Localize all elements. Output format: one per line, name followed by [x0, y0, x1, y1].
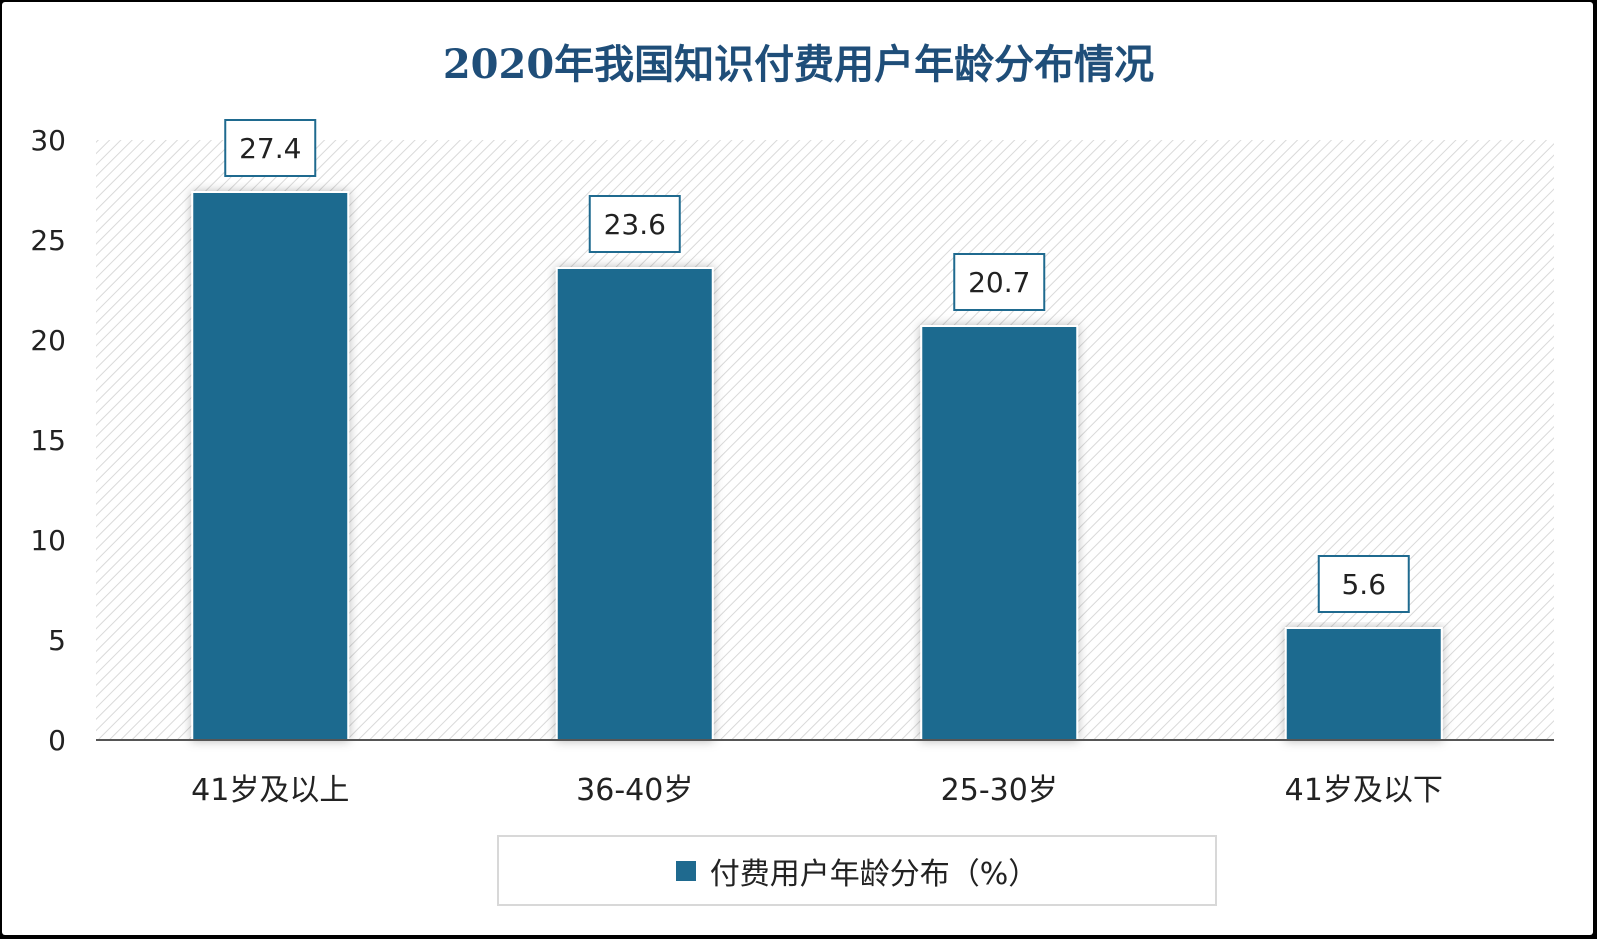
- y-tick-label: 0: [48, 724, 66, 757]
- y-tick-label: 15: [30, 424, 66, 457]
- x-tick-label: 41岁及以下: [1285, 773, 1443, 808]
- legend-swatch: [675, 860, 696, 881]
- x-tick-label: 41岁及以上: [191, 773, 349, 808]
- legend: 付费用户年龄分布（%）: [497, 835, 1217, 906]
- bar: [1284, 627, 1443, 741]
- legend-label: 付费用户年龄分布（%）: [709, 856, 1039, 892]
- x-tick-label: 36-40岁: [576, 773, 693, 808]
- data-label: 5.6: [1341, 568, 1386, 601]
- y-tick-label: 20: [30, 324, 66, 357]
- data-label-box: [588, 195, 681, 253]
- y-tick-label: 10: [30, 524, 66, 557]
- x-axis: 41岁及以上 36-40岁 25-30岁 41岁及以下: [191, 773, 1443, 808]
- x-tick-label: 25-30岁: [941, 773, 1058, 808]
- data-label-box: [224, 119, 317, 177]
- data-label-box: [1317, 555, 1410, 613]
- y-tick-label: 25: [30, 224, 66, 257]
- bar: [920, 325, 1079, 741]
- bars-group: [191, 191, 1443, 741]
- data-label: 20.7: [968, 266, 1030, 299]
- y-tick-label: 5: [48, 624, 66, 657]
- bar: [191, 191, 350, 741]
- y-axis: 0 5 10 15 20 25 30: [30, 124, 66, 757]
- bar: [555, 267, 714, 741]
- data-label-box: [953, 253, 1046, 311]
- chart-title: 2020年我国知识付费用户年龄分布情况: [442, 41, 1155, 88]
- data-labels-group: 27.4 23.6 20.7 5.6: [224, 119, 1410, 613]
- data-label: 23.6: [604, 208, 666, 241]
- y-tick-label: 30: [30, 124, 66, 157]
- data-label: 27.4: [239, 132, 301, 165]
